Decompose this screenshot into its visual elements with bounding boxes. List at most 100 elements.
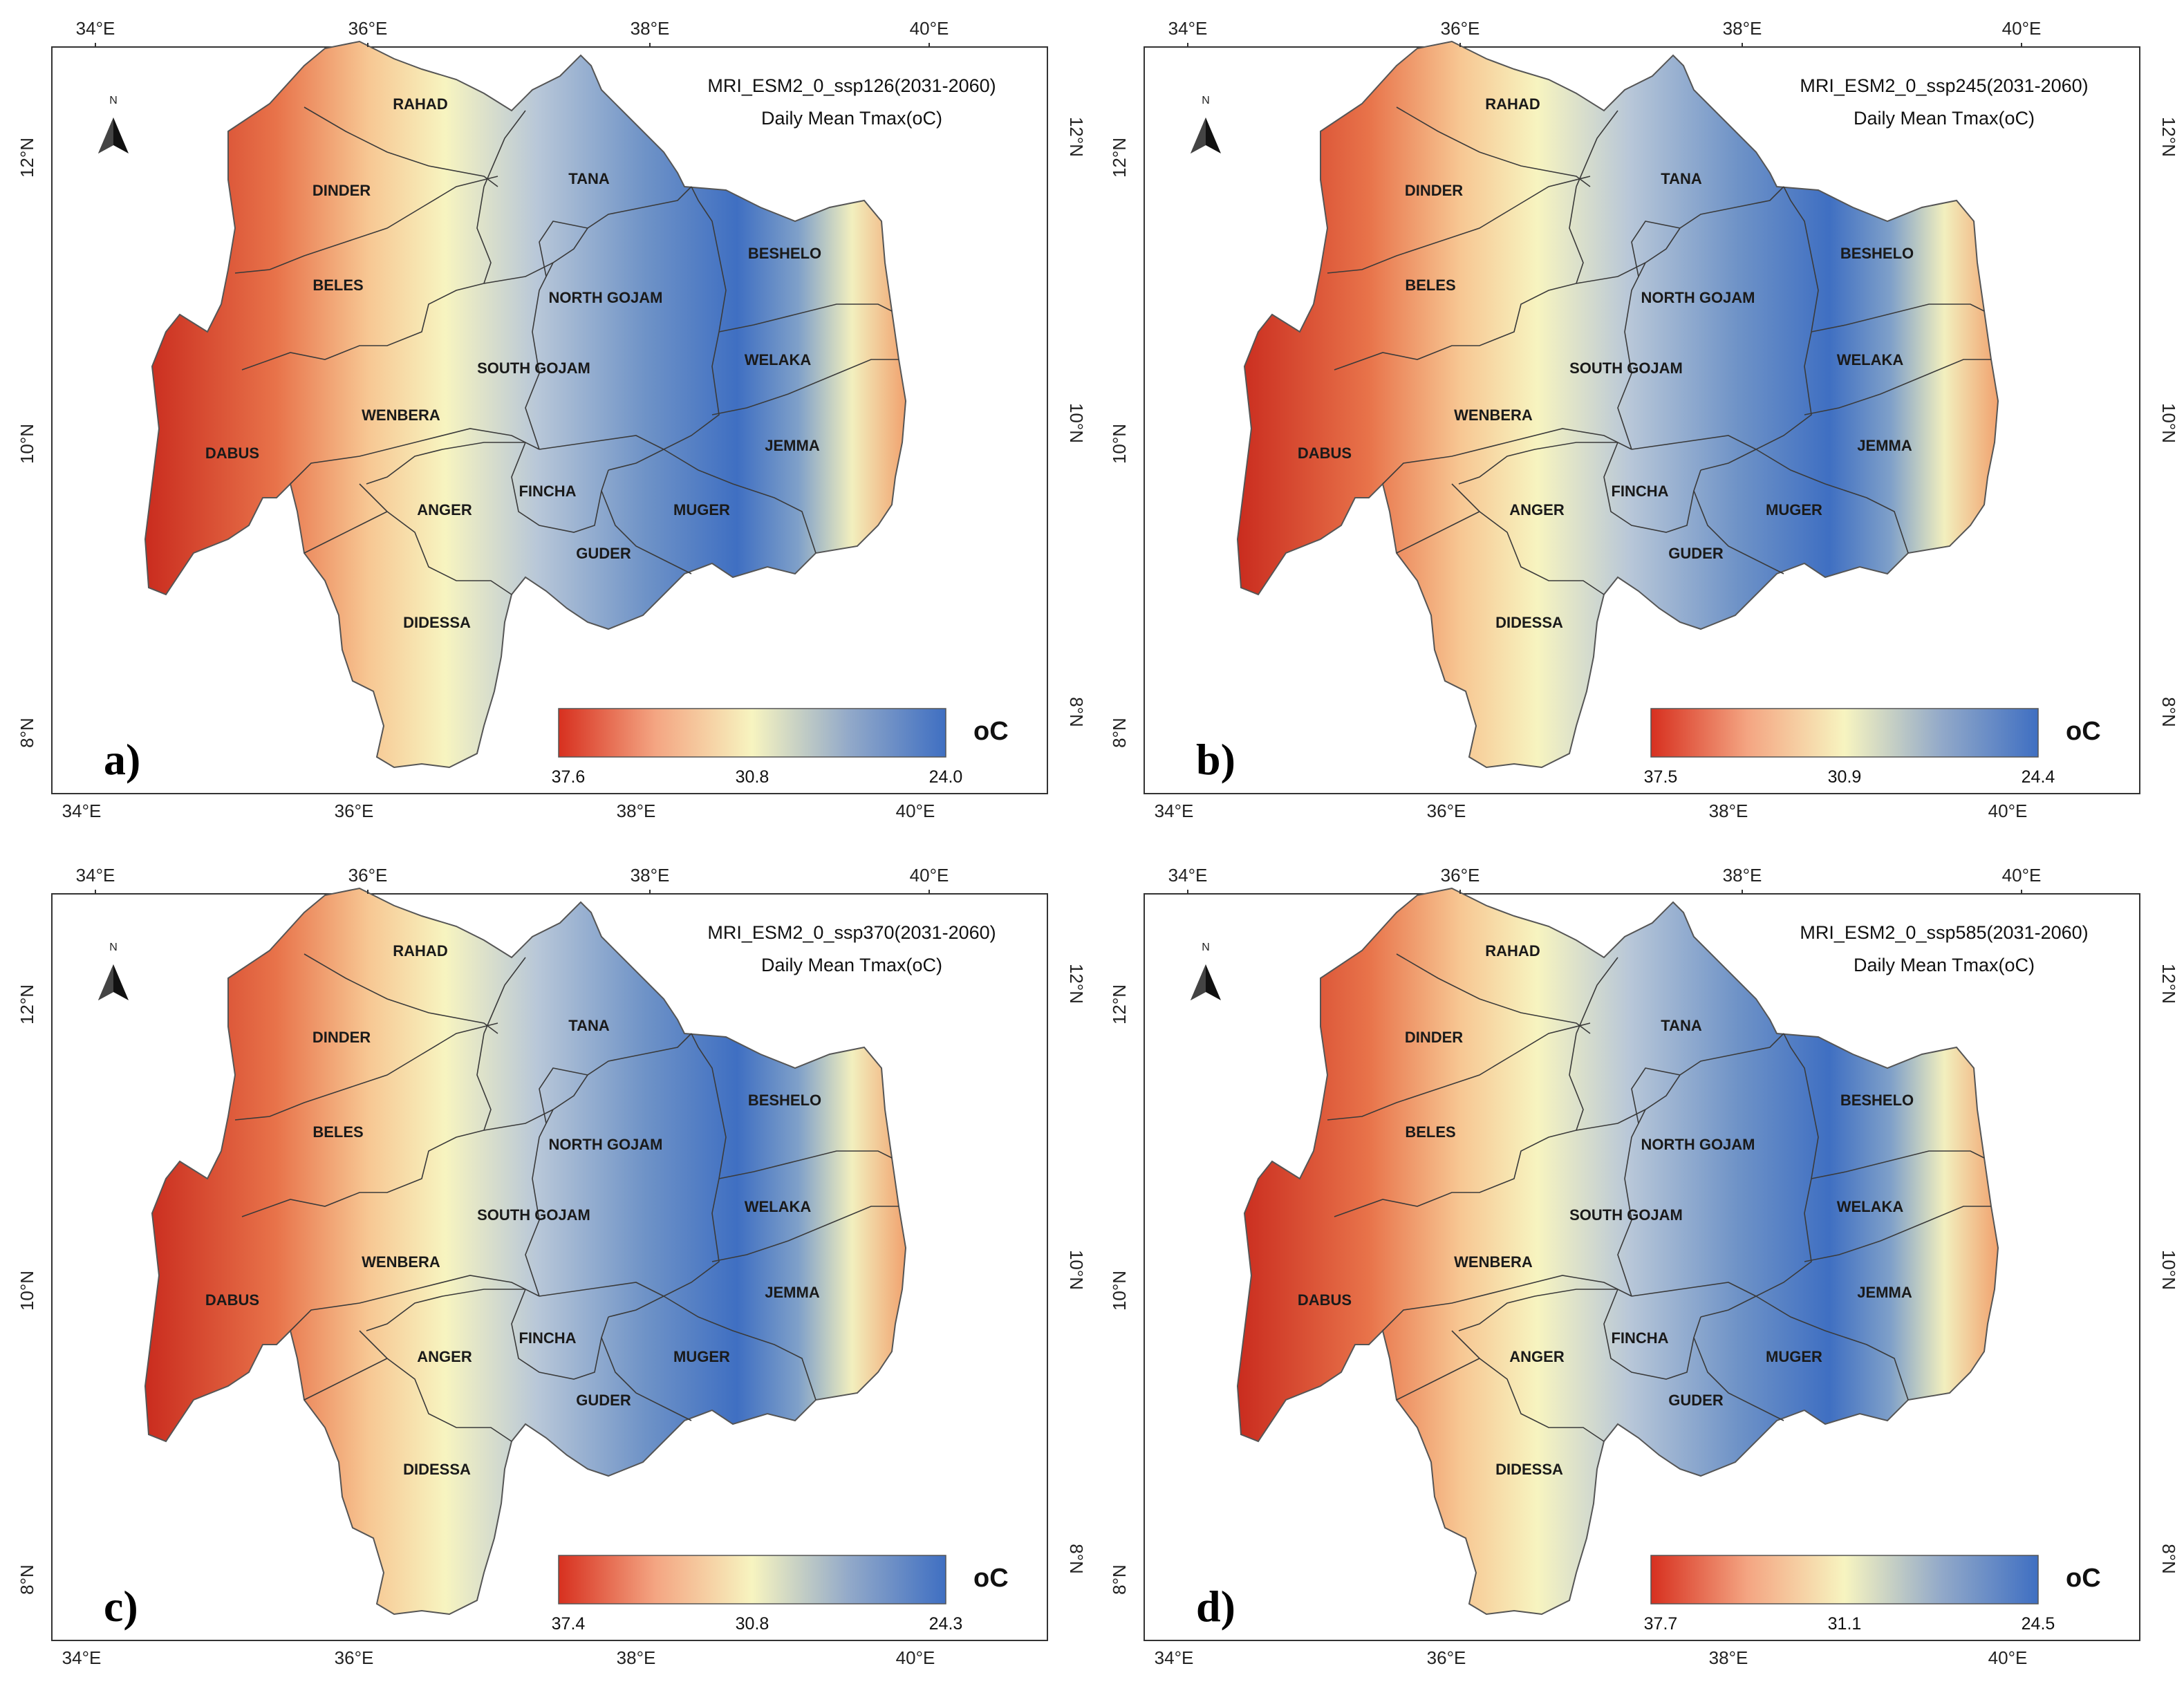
lat-tick-left: 10°N (1109, 1271, 1130, 1311)
lat-tick-left: 10°N (17, 1271, 37, 1311)
map-title: MRI_ESM2_0_ssp245(2031-2060) (1800, 75, 2088, 96)
region-label: BELES (312, 277, 363, 294)
region-label: JEMMA (1857, 437, 1912, 454)
region-label: ANGER (1509, 501, 1565, 518)
region-label: FINCHA (519, 1329, 576, 1347)
lat-tick-right: 12°N (2158, 964, 2179, 1004)
lon-tick-bottom: 36°E (1427, 801, 1466, 821)
color-legend: 37.5 30.9 24.4 oC (1644, 708, 2101, 787)
map-subtitle: Daily Mean Tmax(oC) (761, 108, 942, 129)
region-label: DIDESSA (403, 614, 471, 631)
region-label: RAHAD (393, 95, 447, 113)
panel-letter: d) (1196, 1582, 1235, 1631)
map-panel-4: RAHAD DINDER BELES DABUS WENBERA TANA NORTH GO… (1109, 865, 2179, 1668)
region-label: WELAKA (745, 1198, 812, 1215)
legend-mid-value: 30.8 (736, 767, 769, 787)
north-label: N (109, 942, 118, 953)
region-label: JEMMA (765, 1284, 820, 1301)
region-label: GUDER (576, 1392, 631, 1409)
region-label: TANA (568, 170, 610, 187)
lon-tick-bottom: 40°E (1988, 1647, 2028, 1668)
region-label: DINDER (312, 182, 371, 199)
map-title: MRI_ESM2_0_ssp370(2031-2060) (707, 922, 996, 943)
lon-tick-top: 40°E (910, 865, 949, 886)
region-label: ANGER (417, 501, 472, 518)
lon-tick-top: 36°E (348, 865, 388, 886)
map-title: MRI_ESM2_0_ssp585(2031-2060) (1800, 922, 2088, 943)
region-label: DABUS (1298, 445, 1352, 462)
region-label: FINCHA (1611, 483, 1668, 500)
legend-unit: oC (2066, 717, 2101, 746)
legend-colorbar (558, 1555, 946, 1605)
lat-tick-left: 8°N (17, 718, 37, 748)
lat-tick-left: 12°N (1109, 138, 1130, 178)
north-label: N (1202, 942, 1210, 953)
region-label: DINDER (1405, 182, 1463, 199)
lon-tick-top: 38°E (631, 18, 670, 39)
region-label: SOUTH GOJAM (477, 359, 590, 377)
color-legend: 37.6 30.8 24.0 oC (552, 708, 1009, 787)
legend-max-value: 37.5 (1644, 767, 1678, 787)
legend-unit: oC (2066, 1564, 2101, 1593)
legend-max-value: 37.7 (1644, 1614, 1678, 1634)
lon-tick-top: 34°E (1168, 18, 1208, 39)
lon-tick-bottom: 34°E (62, 801, 102, 821)
lon-tick-bottom: 38°E (1709, 801, 1748, 821)
lon-tick-top: 40°E (910, 18, 949, 39)
region-label: DIDESSA (1495, 614, 1563, 631)
region-label: SOUTH GOJAM (1569, 359, 1683, 377)
region-label: BESHELO (748, 1092, 821, 1109)
region-label: RAHAD (393, 942, 447, 960)
region-label: FINCHA (1611, 1329, 1668, 1347)
region-label: TANA (1661, 170, 1702, 187)
region-label: WELAKA (1837, 1198, 1904, 1215)
map-panel-2: RAHAD DINDER BELES DABUS WENBERA TANA NORTH GO… (1109, 18, 2179, 821)
lon-tick-bottom: 34°E (1155, 1647, 1194, 1668)
lat-tick-left: 10°N (1109, 424, 1130, 464)
legend-min-value: 24.4 (2022, 767, 2055, 787)
region-label: BESHELO (1840, 1092, 1914, 1109)
region-label: TANA (568, 1017, 610, 1034)
legend-unit: oC (973, 1564, 1009, 1593)
region-label: DINDER (1405, 1029, 1463, 1046)
lat-tick-left: 12°N (17, 138, 37, 178)
lat-tick-right: 10°N (1066, 403, 1087, 443)
lat-tick-right: 8°N (1066, 1544, 1087, 1574)
region-label: BESHELO (748, 245, 821, 262)
lon-tick-bottom: 36°E (335, 1647, 374, 1668)
lon-tick-bottom: 34°E (62, 1647, 102, 1668)
region-label: WELAKA (1837, 351, 1904, 368)
lon-tick-bottom: 40°E (1988, 801, 2028, 821)
lat-tick-left: 8°N (17, 1564, 37, 1595)
region-label: WELAKA (745, 351, 812, 368)
lat-tick-right: 12°N (1066, 117, 1087, 157)
legend-mid-value: 30.9 (1828, 767, 1862, 787)
lon-tick-bottom: 40°E (896, 801, 935, 821)
region-label: ANGER (417, 1348, 472, 1365)
legend-min-value: 24.5 (2022, 1614, 2055, 1634)
region-label: DABUS (205, 445, 259, 462)
legend-mid-value: 31.1 (1828, 1614, 1862, 1634)
region-label: WENBERA (362, 1253, 440, 1271)
lon-tick-top: 38°E (1723, 18, 1762, 39)
lon-tick-bottom: 38°E (1709, 1647, 1748, 1668)
region-label: BESHELO (1840, 245, 1914, 262)
lon-tick-top: 38°E (631, 865, 670, 886)
lon-tick-top: 34°E (1168, 865, 1208, 886)
map-panel-1: RAHAD DINDER BELES DABUS WENBERA TANA NORTH GO… (17, 18, 1087, 821)
map-subtitle: Daily Mean Tmax(oC) (761, 955, 942, 975)
lat-tick-left: 8°N (1109, 718, 1130, 748)
lon-tick-top: 34°E (76, 865, 115, 886)
legend-colorbar (1650, 708, 2039, 758)
legend-min-value: 24.0 (929, 767, 963, 787)
lat-tick-right: 12°N (1066, 964, 1087, 1004)
color-legend: 37.7 31.1 24.5 oC (1644, 1555, 2101, 1634)
region-label: SOUTH GOJAM (1569, 1206, 1683, 1224)
region-label: MUGER (1766, 1348, 1822, 1365)
lon-tick-top: 40°E (2002, 18, 2042, 39)
lat-tick-right: 8°N (2158, 1544, 2179, 1574)
lon-tick-bottom: 40°E (896, 1647, 935, 1668)
north-label: N (109, 95, 118, 106)
region-label: BELES (1405, 277, 1455, 294)
